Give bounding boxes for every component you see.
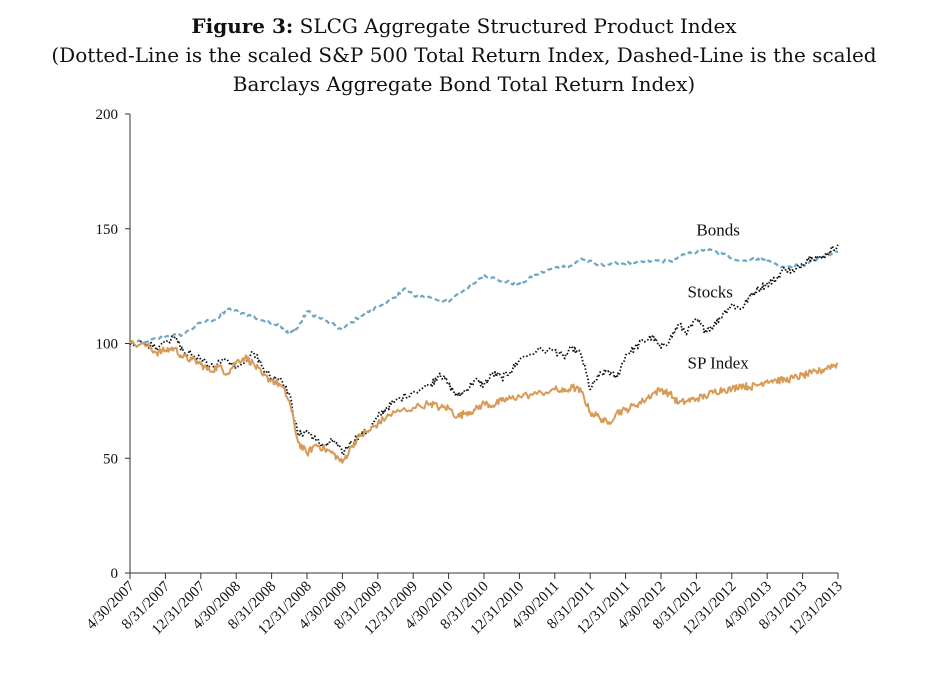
figure-title: SLCG Aggregate Structured Product Index xyxy=(299,14,737,38)
series-line-sp-index xyxy=(129,339,839,464)
y-tick-label: 0 xyxy=(111,566,119,582)
series-label-bonds: Bonds xyxy=(696,221,739,240)
series-line-stocks xyxy=(129,244,839,456)
y-tick-label: 50 xyxy=(103,451,118,467)
figure-label: Figure 3: xyxy=(191,14,294,38)
figure-title-line: Figure 3: SLCG Aggregate Structured Prod… xyxy=(0,12,928,41)
chart-series-layer xyxy=(129,244,839,464)
figure-subtitle-line2: Barclays Aggregate Bond Total Return Ind… xyxy=(232,72,696,96)
series-label-stocks: Stocks xyxy=(688,283,733,302)
y-tick-label: 100 xyxy=(96,337,119,353)
y-tick-label: 200 xyxy=(96,107,119,123)
series-label-sp-index: SP Index xyxy=(688,354,750,373)
chart-labels-layer: Bonds Stocks SP Index xyxy=(688,221,750,373)
figure-subtitle-line1: (Dotted-Line is the scaled S&P 500 Total… xyxy=(51,43,877,67)
figure-title-block: Figure 3: SLCG Aggregate Structured Prod… xyxy=(0,12,928,99)
series-line-bonds xyxy=(129,248,839,345)
y-tick-label: 150 xyxy=(96,222,119,238)
